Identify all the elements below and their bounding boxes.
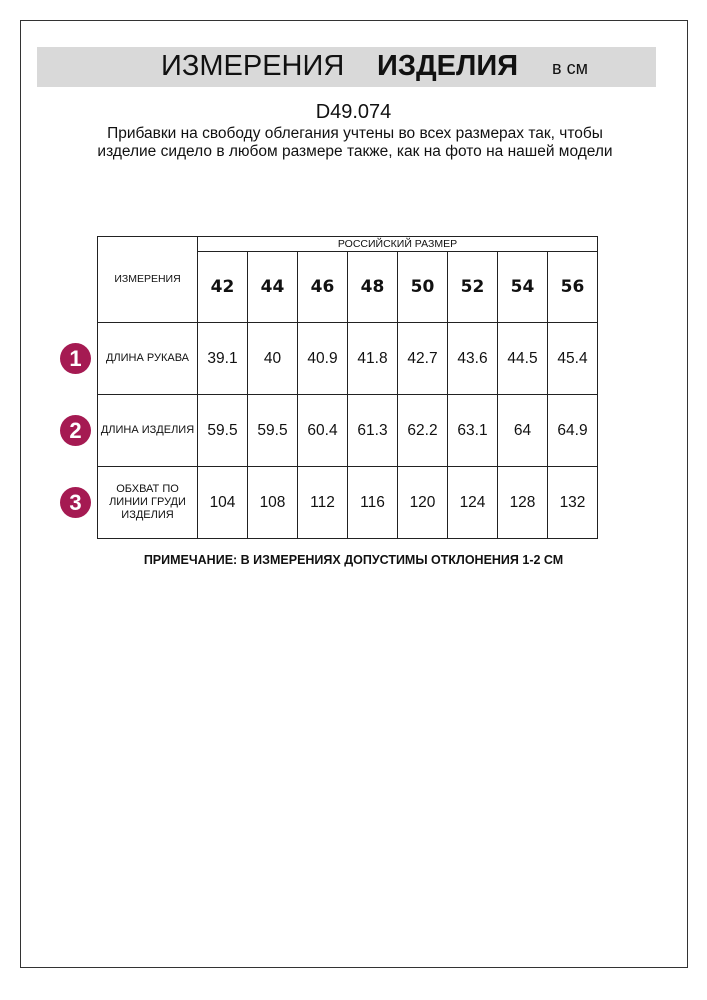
- table-row: ОБХВАТ ПО ЛИНИИ ГРУДИ ИЗДЕЛИЯ 104 108 112 11…: [97, 466, 598, 539]
- value-cell: 63.1: [447, 394, 498, 467]
- value-cell: 120: [397, 466, 448, 539]
- value-cell: 40.9: [297, 322, 348, 395]
- table-row: ДЛИНА ИЗДЕЛИЯ 59.5 59.5 60.4 61.3 62.2 63.1 64 6…: [97, 394, 598, 467]
- size-header: 56: [547, 251, 598, 323]
- value-cell: 128: [497, 466, 548, 539]
- value-cell: 45.4: [547, 322, 598, 395]
- size-header: 50: [397, 251, 448, 323]
- size-table: ИЗМЕРЕНИЯ РОССИЙСКИЙ РАЗМЕР 42 44 46 48 50 52…: [97, 236, 598, 539]
- value-cell: 59.5: [197, 394, 248, 467]
- value-cell: 104: [197, 466, 248, 539]
- size-header: 44: [247, 251, 298, 323]
- value-cell: 43.6: [447, 322, 498, 395]
- value-cell: 61.3: [347, 394, 398, 467]
- row-label: ОБХВАТ ПО ЛИНИИ ГРУДИ ИЗДЕЛИЯ: [97, 466, 198, 539]
- value-cell: 39.1: [197, 322, 248, 395]
- value-cell: 124: [447, 466, 498, 539]
- row-number-badge: 3: [60, 487, 91, 518]
- article-code: D49.074: [315, 101, 392, 123]
- title-bar: [37, 47, 656, 87]
- value-cell: 44.5: [497, 322, 548, 395]
- row-label: ДЛИНА ИЗДЕЛИЯ: [97, 394, 198, 467]
- size-header: 46: [297, 251, 348, 323]
- size-header: 48: [347, 251, 398, 323]
- corner-label: ИЗМЕРЕНИЯ: [97, 236, 198, 323]
- value-cell: 62.2: [397, 394, 448, 467]
- group-label: РОССИЙСКИЙ РАЗМЕР: [197, 236, 598, 252]
- size-header: 52: [447, 251, 498, 323]
- size-header: 54: [497, 251, 548, 323]
- title-regular: ИЗМЕРЕНИЯ: [161, 50, 345, 82]
- value-cell: 108: [247, 466, 298, 539]
- value-cell: 60.4: [297, 394, 348, 467]
- row-label: ДЛИНА РУКАВА: [97, 322, 198, 395]
- value-cell: 112: [297, 466, 348, 539]
- table-row: ДЛИНА РУКАВА 39.1 40 40.9 41.8 42.7 43.6 44.5 45…: [97, 322, 598, 395]
- page-frame: [20, 20, 688, 968]
- value-cell: 116: [347, 466, 398, 539]
- title-unit: в см: [552, 58, 588, 78]
- title-bold: ИЗДЕЛИЯ: [377, 50, 519, 82]
- value-cell: 59.5: [247, 394, 298, 467]
- value-cell: 42.7: [397, 322, 448, 395]
- value-cell: 40: [247, 322, 298, 395]
- size-header: 42: [197, 251, 248, 323]
- row-number-badge: 1: [60, 343, 91, 374]
- value-cell: 132: [547, 466, 598, 539]
- value-cell: 64: [497, 394, 548, 467]
- value-cell: 64.9: [547, 394, 598, 467]
- row-number-badge: 2: [60, 415, 91, 446]
- value-cell: 41.8: [347, 322, 398, 395]
- note: ПРИМЕЧАНИЕ: В ИЗМЕРЕНИЯХ ДОПУСТИМЫ ОТКЛО…: [143, 553, 564, 567]
- description: Прибавки на свободу облегания учтены во …: [97, 125, 613, 160]
